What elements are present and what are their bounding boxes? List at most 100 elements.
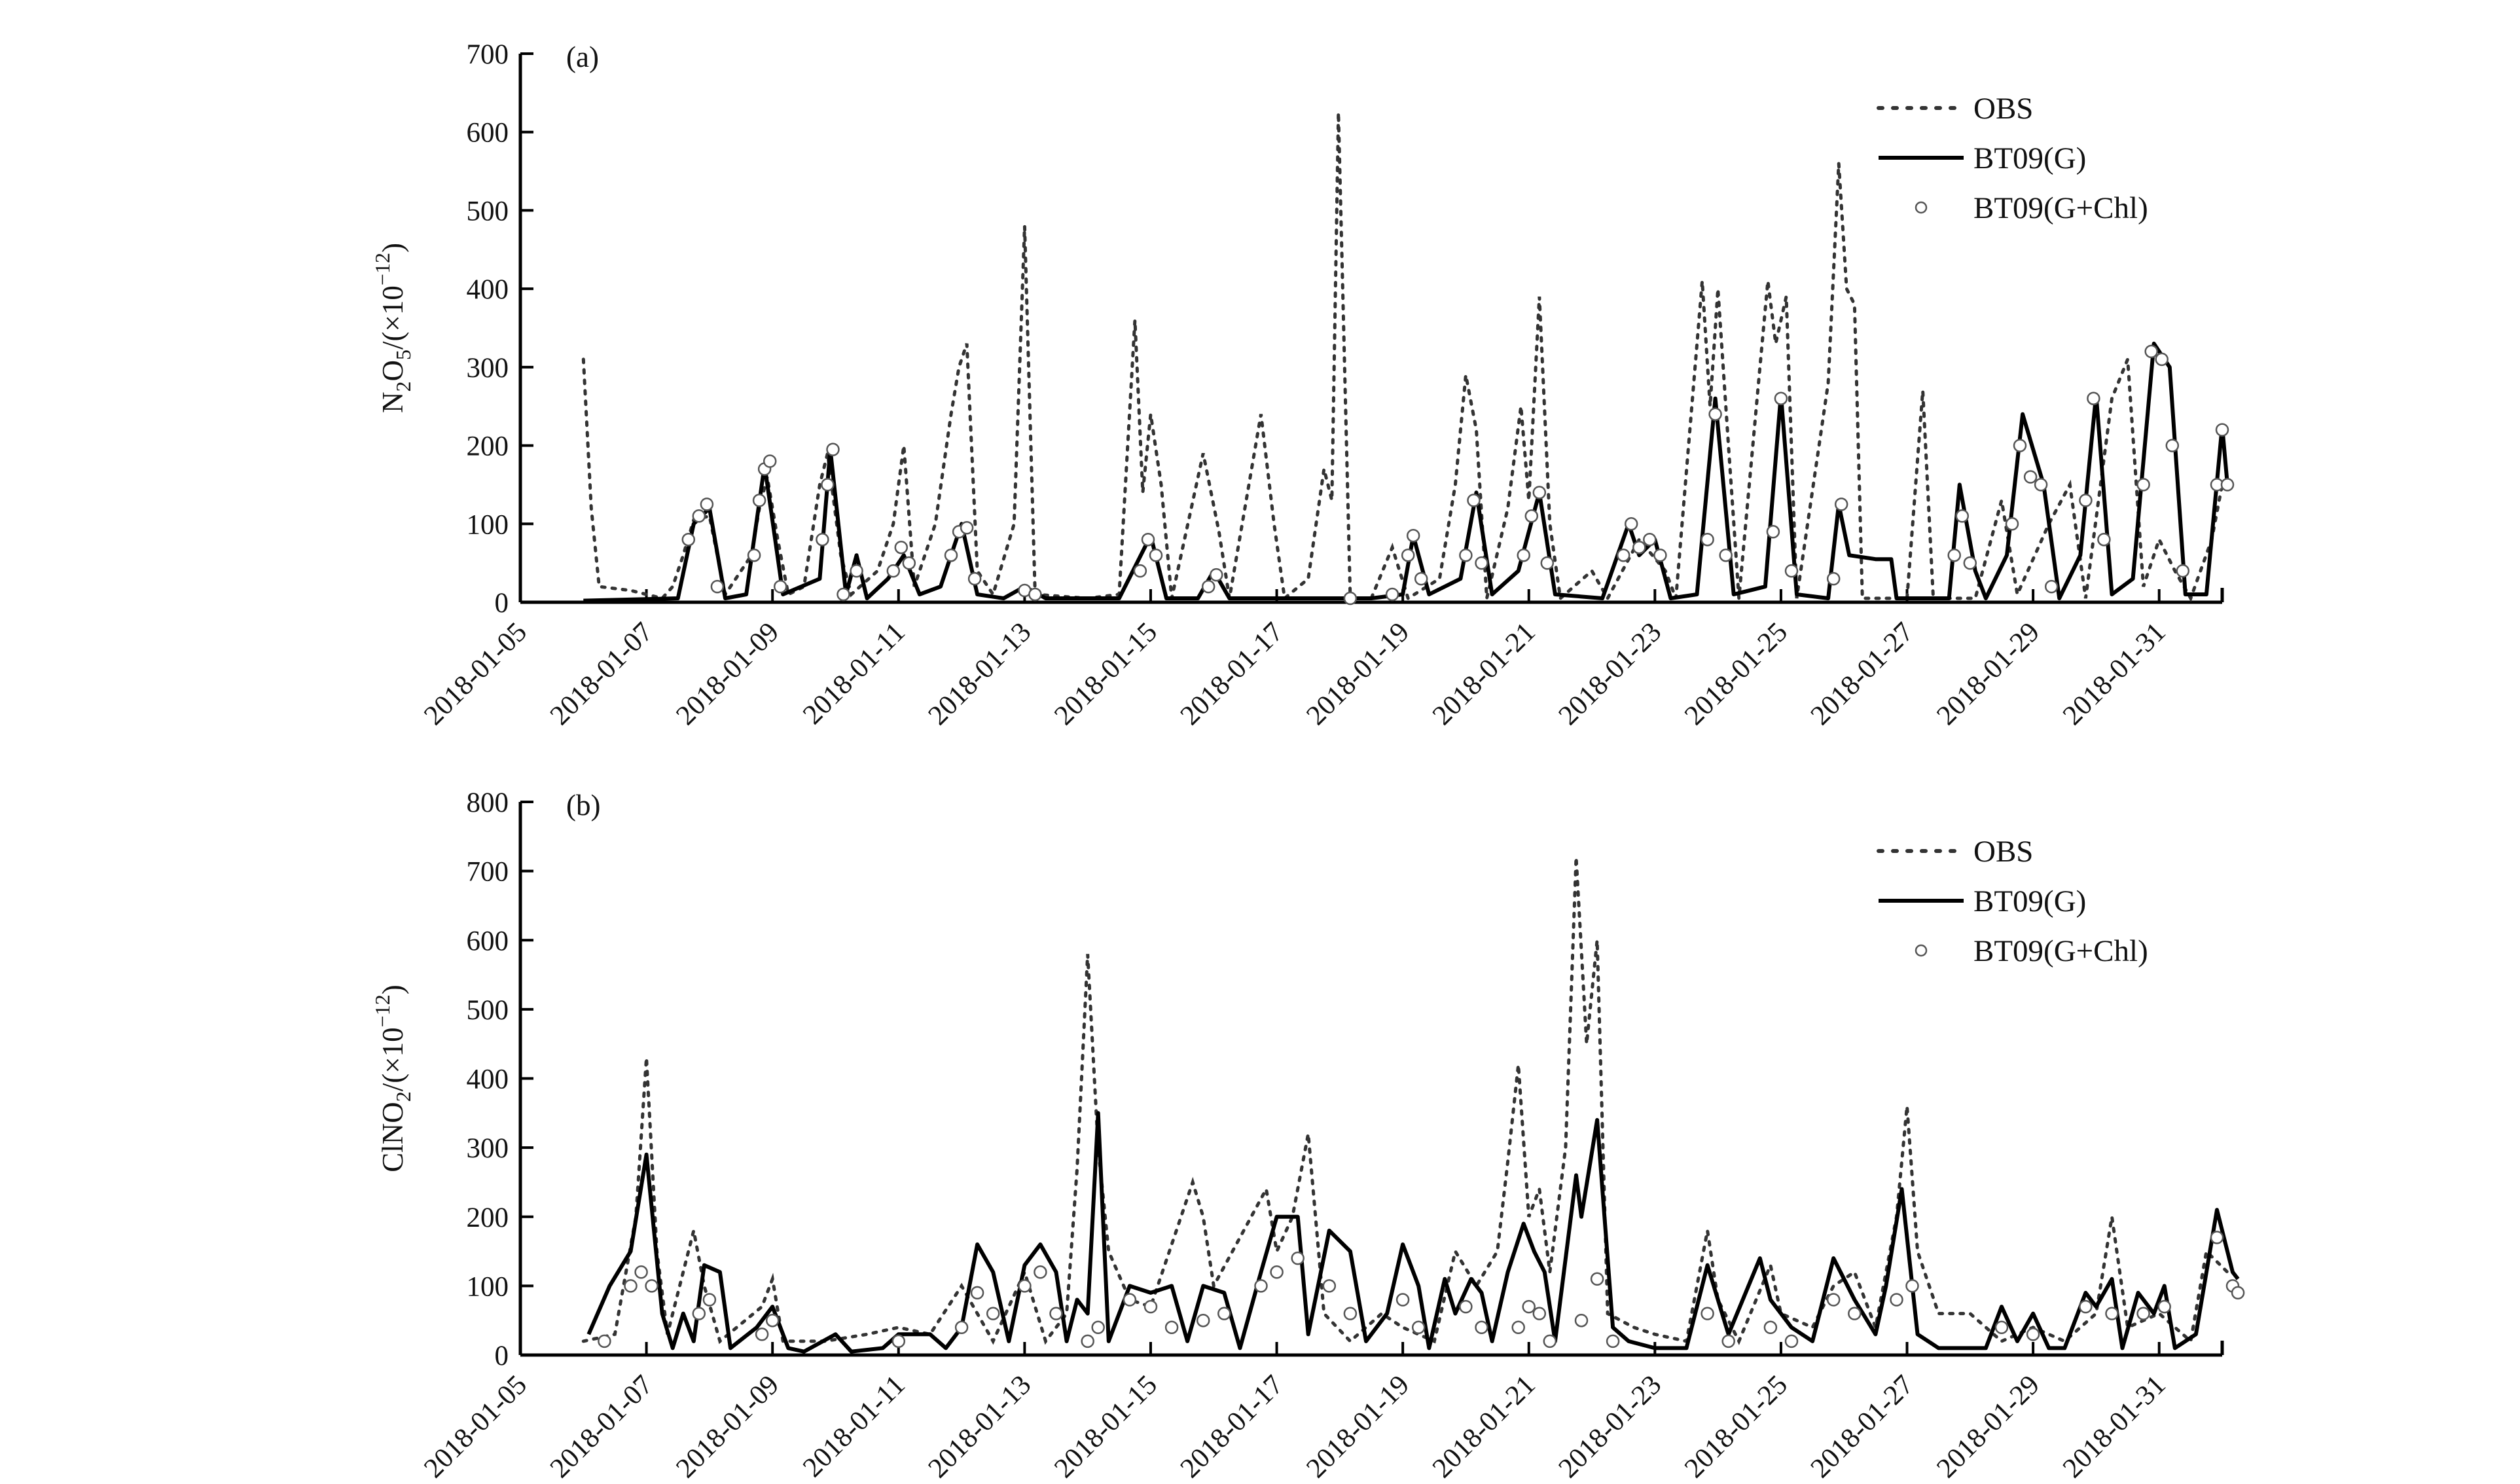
data-point bbox=[752, 494, 766, 507]
data-point bbox=[1719, 548, 1733, 562]
data-point bbox=[1624, 517, 1638, 531]
x-tick-label: 2018-01-13 bbox=[922, 1369, 1037, 1484]
y-tick-label: 200 bbox=[467, 1203, 509, 1233]
y-tick-label: 600 bbox=[467, 926, 509, 956]
data-point bbox=[1848, 1307, 1862, 1320]
data-point bbox=[1459, 1299, 1473, 1314]
x-tick-label: 2018-01-05 bbox=[418, 617, 533, 731]
data-point bbox=[1343, 591, 1358, 606]
data-point bbox=[970, 1286, 984, 1300]
data-point bbox=[891, 1334, 906, 1348]
y-axis-label-part: ) bbox=[376, 243, 409, 253]
legend-label: OBS bbox=[1973, 92, 2033, 126]
data-point bbox=[1467, 494, 1481, 507]
data-point bbox=[1475, 556, 1488, 570]
data-point bbox=[1395, 1293, 1410, 1307]
legend: OBS BT09(G) BT09(G+Chl) bbox=[1877, 92, 2148, 225]
data-point bbox=[765, 1313, 780, 1328]
data-point bbox=[2144, 344, 2158, 359]
data-point bbox=[1834, 498, 1848, 511]
data-point bbox=[2176, 564, 2190, 578]
y-axis-label-part: O bbox=[376, 360, 409, 382]
legend-label: BT09(G) bbox=[1973, 884, 2086, 918]
x-tick-label: 2018-01-29 bbox=[1931, 617, 2045, 731]
data-point bbox=[1905, 1279, 1919, 1293]
y-axis-label-part: ) bbox=[376, 985, 409, 994]
data-point bbox=[1511, 1320, 1525, 1335]
data-point bbox=[1540, 556, 1555, 570]
data-point bbox=[1606, 1334, 1620, 1348]
data-point bbox=[1034, 1265, 1047, 1279]
y-tick-label: 600 bbox=[467, 118, 509, 149]
data-point bbox=[1532, 1307, 1547, 1320]
data-point bbox=[2044, 579, 2059, 594]
y-axis-label-part: 2 bbox=[391, 1091, 415, 1102]
data-point bbox=[1143, 1299, 1158, 1314]
y-tick-label: 700 bbox=[467, 857, 509, 888]
x-tick-label: 2018-01-23 bbox=[1553, 617, 1667, 731]
y-tick-label: 500 bbox=[467, 995, 509, 1026]
data-point bbox=[821, 478, 835, 492]
data-point bbox=[902, 556, 916, 570]
data-point bbox=[1784, 1334, 1799, 1348]
data-point bbox=[1963, 556, 1977, 570]
y-tick-label: 300 bbox=[467, 353, 509, 384]
data-point bbox=[960, 521, 974, 535]
legend: OBS BT09(G) BT09(G+Chl) bbox=[1877, 835, 2148, 968]
series-line bbox=[583, 341, 2229, 603]
data-point bbox=[1994, 1320, 2009, 1335]
data-point bbox=[1414, 571, 1428, 586]
x-tick-label: 2018-01-27 bbox=[1805, 617, 1919, 731]
data-point bbox=[1522, 1299, 1536, 1314]
x-tick-label: 2018-01-29 bbox=[1931, 1369, 2045, 1484]
data-point bbox=[2005, 517, 2019, 531]
data-point bbox=[1164, 1320, 1179, 1335]
data-point bbox=[1475, 1320, 1488, 1335]
data-point bbox=[2215, 423, 2229, 437]
x-tick-label: 2018-01-27 bbox=[1805, 1369, 1919, 1484]
data-point bbox=[2105, 1307, 2119, 1320]
data-point bbox=[967, 571, 982, 586]
data-point bbox=[1217, 1307, 1231, 1320]
data-point bbox=[1291, 1251, 1305, 1265]
panel-label: (b) bbox=[566, 789, 600, 822]
legend-label: BT09(G+Chl) bbox=[1973, 191, 2148, 225]
y-tick-label: 200 bbox=[467, 431, 509, 462]
data-point bbox=[1947, 548, 1961, 562]
data-point bbox=[886, 564, 901, 578]
x-tick-label: 2018-01-15 bbox=[1049, 617, 1163, 731]
y-tick-label: 100 bbox=[467, 1271, 509, 1302]
data-point bbox=[645, 1279, 658, 1293]
series-line bbox=[581, 112, 2224, 602]
panel-label: (a) bbox=[566, 41, 599, 73]
y-tick-label: 800 bbox=[467, 787, 509, 818]
y-tick-label: 500 bbox=[467, 196, 509, 226]
legend-label: BT09(G) bbox=[1973, 141, 2086, 175]
x-tick-label: 2018-01-17 bbox=[1175, 1369, 1289, 1484]
data-point bbox=[1574, 1313, 1589, 1328]
data-point bbox=[1133, 564, 1147, 578]
x-tick-label: 2018-01-09 bbox=[670, 617, 785, 731]
data-point bbox=[763, 454, 777, 468]
data-point bbox=[702, 1293, 717, 1307]
data-point bbox=[1784, 564, 1799, 578]
data-point bbox=[1401, 548, 1415, 562]
y-axis-label-part: 5 bbox=[391, 350, 415, 360]
data-point bbox=[1653, 548, 1667, 562]
y-axis-label-part: −12 bbox=[370, 994, 394, 1027]
data-point bbox=[2026, 1328, 2040, 1341]
data-point bbox=[755, 1328, 769, 1341]
data-point bbox=[598, 1334, 611, 1348]
y-axis-label: N2O5/(×10−12) bbox=[370, 243, 415, 413]
data-point bbox=[1632, 540, 1646, 554]
data-point bbox=[2097, 532, 2111, 547]
data-point bbox=[1774, 391, 1788, 405]
legend-swatch-bt09gchl bbox=[1915, 944, 1928, 957]
data-point bbox=[1890, 1293, 1903, 1307]
x-tick-label: 2018-01-25 bbox=[1679, 617, 1793, 731]
data-point bbox=[2136, 478, 2150, 492]
y-tick-label: 400 bbox=[467, 274, 509, 305]
x-tick-label: 2018-01-19 bbox=[1301, 617, 1415, 731]
